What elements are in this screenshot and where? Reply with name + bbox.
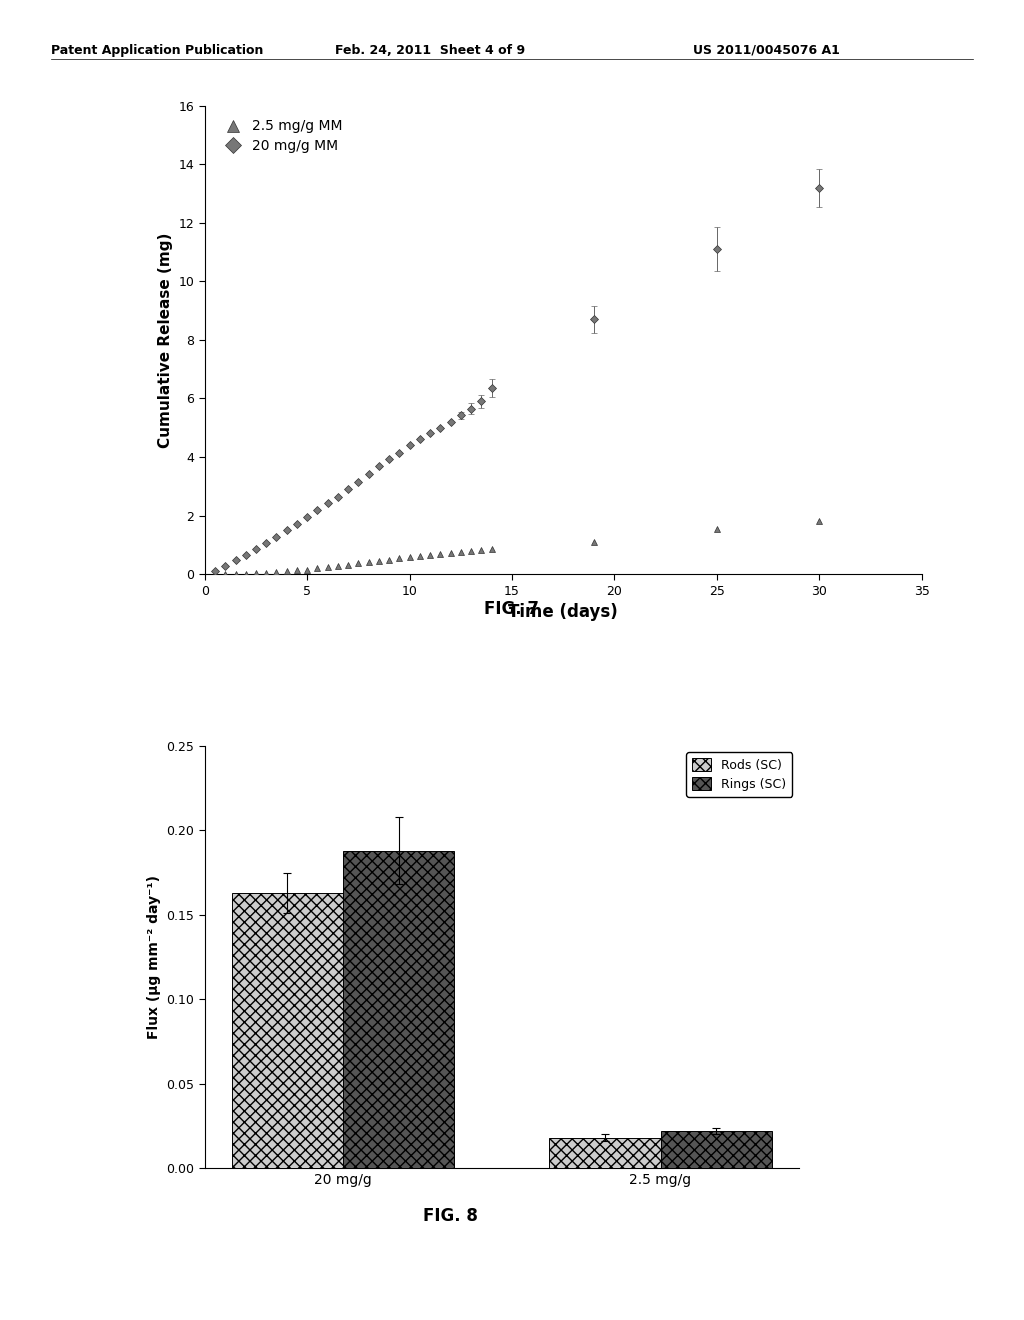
- Bar: [550, 1138, 660, 1168]
- Text: Feb. 24, 2011  Sheet 4 of 9: Feb. 24, 2011 Sheet 4 of 9: [335, 44, 525, 57]
- Y-axis label: Flux (μg mm⁻² day⁻¹): Flux (μg mm⁻² day⁻¹): [146, 875, 161, 1039]
- Legend: 2.5 mg/g MM, 20 mg/g MM: 2.5 mg/g MM, 20 mg/g MM: [212, 112, 349, 160]
- Text: FIG. 7: FIG. 7: [484, 599, 540, 618]
- Legend: Rods (SC), Rings (SC): Rods (SC), Rings (SC): [686, 752, 793, 797]
- Bar: [343, 850, 454, 1168]
- X-axis label: Time (days): Time (days): [508, 603, 618, 622]
- Text: US 2011/0045076 A1: US 2011/0045076 A1: [693, 44, 840, 57]
- Bar: [231, 892, 343, 1168]
- Text: FIG. 8: FIG. 8: [423, 1206, 478, 1225]
- Text: Patent Application Publication: Patent Application Publication: [51, 44, 263, 57]
- Y-axis label: Cumulative Release (mg): Cumulative Release (mg): [158, 232, 173, 447]
- Bar: [660, 1131, 772, 1168]
